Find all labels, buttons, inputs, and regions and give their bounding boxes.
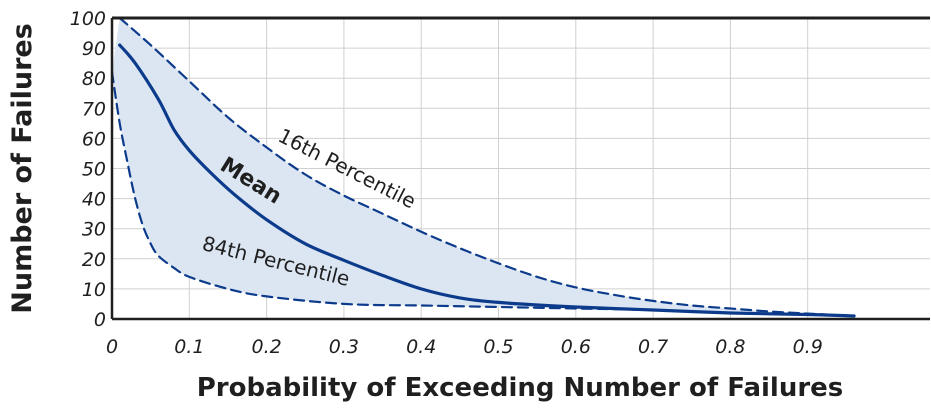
series-line-84th-percentile xyxy=(110,71,856,318)
percentile-band xyxy=(112,18,855,316)
y-tick-label: 20 xyxy=(82,249,106,271)
y-tick-label: 80 xyxy=(82,68,106,90)
y-tick-label: 40 xyxy=(82,189,106,211)
x-tick-label: 0.4 xyxy=(406,336,436,358)
y-tick-labels: 0 10 20 30 40 50 60 70 80 90 100 xyxy=(70,8,106,331)
axes xyxy=(110,16,930,321)
x-tick-label: 0.3 xyxy=(329,336,359,358)
x-tick-label: 0.6 xyxy=(561,336,591,358)
series-line-16th-percentile xyxy=(118,16,856,318)
x-tick-label: 0.8 xyxy=(715,336,745,358)
x-axis-title: Probability of Exceeding Number of Failu… xyxy=(197,373,844,403)
x-tick-label: 0 xyxy=(106,336,118,358)
series-lines xyxy=(110,16,856,318)
y-tick-label: 70 xyxy=(82,98,106,120)
y-tick-label: 90 xyxy=(82,38,106,60)
y-tick-label: 50 xyxy=(82,159,106,181)
x-tick-labels: 0 0.1 0.2 0.3 0.4 0.5 0.6 0.7 0.8 0.9 xyxy=(106,336,823,358)
y-axis-title: Number of Failures xyxy=(7,23,38,314)
x-tick-label: 0.1 xyxy=(174,336,204,358)
y-tick-label: 10 xyxy=(82,279,106,301)
x-tick-label: 0.7 xyxy=(638,336,668,358)
x-tick-label: 0.2 xyxy=(251,336,281,358)
x-tick-label: 0.9 xyxy=(793,336,823,358)
y-tick-label: 0 xyxy=(94,309,106,331)
y-tick-label: 30 xyxy=(82,219,106,241)
y-tick-label: 60 xyxy=(82,128,106,150)
x-tick-label: 0.5 xyxy=(483,336,513,358)
y-tick-label: 100 xyxy=(70,8,106,30)
